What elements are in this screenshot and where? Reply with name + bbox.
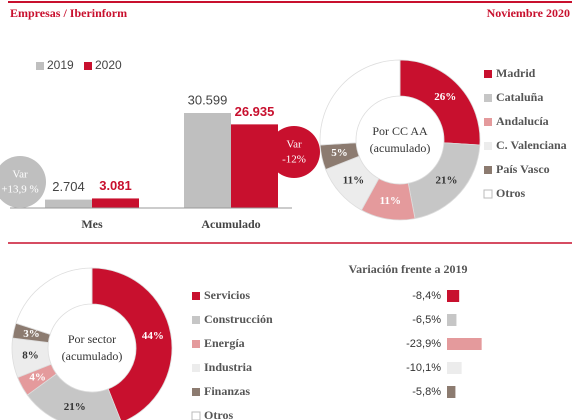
bar [447,314,457,326]
var-badge [0,156,46,208]
center-label: (acumulado) [62,349,123,363]
var-text: Var [12,169,28,181]
bar [184,113,231,208]
slice-label: 5% [331,147,348,159]
var-badge [268,126,320,178]
value-label: -5,8% [412,386,441,398]
legend-label: Madrid [496,66,536,80]
donut-slice [319,59,401,146]
header-left: Empresas / Iberinform [10,6,127,20]
legend-label: Energía [204,336,245,350]
legend-label: 2019 [47,58,74,72]
slice-label: 8% [22,349,39,361]
legend-swatch [484,166,492,174]
legend-label: C. Valenciana [496,138,567,152]
donut-slice [91,267,173,420]
bar [447,338,482,350]
legend-label: Cataluña [496,90,543,104]
value-label: 26.935 [235,104,275,119]
center-label: Por sector [68,332,116,346]
bar [447,386,456,398]
bar [231,124,278,208]
header-right: Noviembre 2020 [487,6,570,20]
value-label: -6,5% [412,314,441,326]
legend-label: Servicios [204,288,250,302]
slice-label: 21% [436,175,458,187]
legend-swatch [192,364,200,372]
legend-label: Otros [204,408,233,420]
value-label: -10,1% [406,362,441,374]
legend-swatch [192,340,200,348]
slice-label: 44% [142,330,164,342]
legend-label: País Vasco [496,162,550,176]
bar [447,362,462,374]
value-label: -8,4% [412,290,441,302]
legend-label: 2020 [95,58,122,72]
var-text: Var [286,139,302,151]
legend-swatch [484,94,492,102]
slice-label: 3% [23,328,40,340]
bar [92,198,139,208]
center-label: (acumulado) [370,141,431,155]
legend-swatch [192,316,200,324]
legend-swatch [483,189,493,199]
chart-title: Variación frente a 2019 [349,262,468,276]
var-text: +13,9 % [1,184,38,196]
bar [447,290,460,302]
legend-swatch [191,411,201,420]
legend-label: Industria [204,360,252,374]
legend-swatch [484,70,492,78]
slice-label: 21% [64,401,86,413]
x-tick-label: Acumulado [201,217,260,231]
slice-label: 11% [343,175,364,187]
legend-label: Otros [496,186,525,200]
legend-swatch [484,118,492,126]
var-text: -12% [282,154,306,166]
legend-label: Construcción [204,312,273,326]
slice-label: 26% [434,91,456,103]
value-label: 2.704 [52,179,85,194]
legend-swatch [192,388,200,396]
slice-label: 4% [29,371,46,383]
bar [45,199,92,208]
value-label: 3.081 [99,178,132,193]
x-tick-label: Mes [81,217,103,231]
legend-label: Finanzas [204,384,250,398]
center-label: Por CC AA [372,124,428,138]
legend-swatch [36,62,44,70]
legend-swatch [484,142,492,150]
legend-swatch [84,62,92,70]
slice-label: 11% [380,195,401,207]
legend-label: Andalucía [496,114,549,128]
value-label: -23,9% [406,338,441,350]
legend-swatch [192,292,200,300]
value-label: 30.599 [188,92,228,107]
donut-slice [15,267,93,335]
